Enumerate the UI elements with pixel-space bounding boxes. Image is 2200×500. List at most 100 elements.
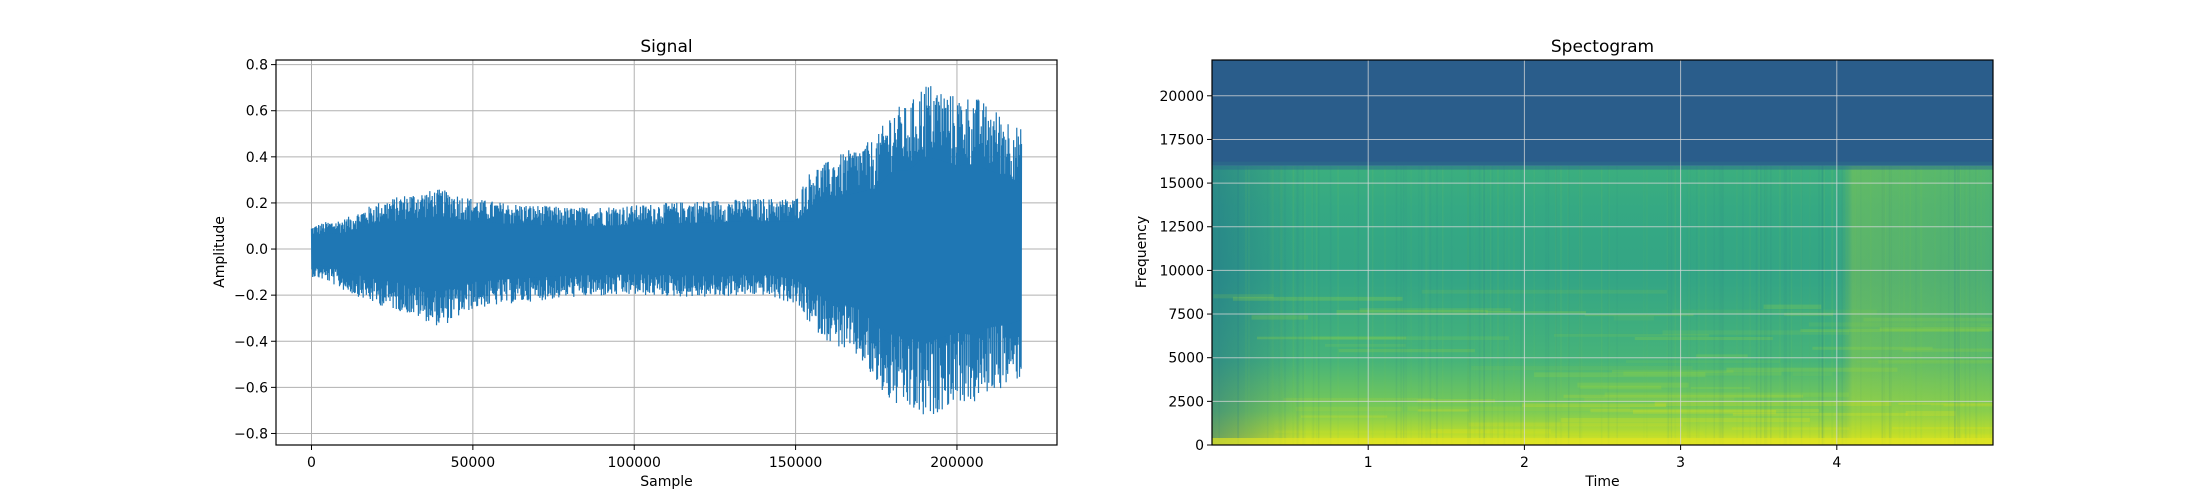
spectrogram-y-tick-label: 10000 bbox=[1159, 263, 1204, 279]
spectrogram-x-axis-label: Time bbox=[1584, 474, 1619, 490]
spectrogram-texture-column bbox=[1720, 165, 1722, 445]
spectrogram-texture-column bbox=[1483, 165, 1485, 445]
signal-y-tick-label: 0.0 bbox=[246, 242, 268, 258]
spectrogram-texture-column bbox=[1821, 165, 1823, 445]
spectrogram-texture-column bbox=[1975, 165, 1977, 445]
spectrogram-texture-column bbox=[1567, 165, 1570, 445]
spectrogram-texture-column bbox=[1245, 165, 1247, 445]
spectrogram-harmonic-streak bbox=[1560, 417, 1811, 422]
spectrogram-harmonic-streak bbox=[1902, 348, 1993, 352]
spectrogram-texture-column bbox=[1469, 165, 1472, 445]
spectrogram-texture-column bbox=[1736, 165, 1738, 445]
spectrogram-texture-column bbox=[1410, 165, 1412, 445]
spectrogram-texture-column bbox=[1478, 165, 1481, 445]
spectrogram-harmonic-streak bbox=[1696, 354, 1748, 358]
signal-x-tick-label: 0 bbox=[307, 455, 316, 471]
spectrogram-harmonic-streak bbox=[1232, 296, 1403, 301]
spectrogram-texture-column bbox=[1508, 165, 1510, 445]
spectrogram-texture-column bbox=[1503, 165, 1505, 445]
spectrogram-y-tick-label: 2500 bbox=[1168, 394, 1204, 410]
spectrogram-texture-column bbox=[1713, 165, 1716, 445]
spectrogram-texture-column bbox=[1889, 165, 1892, 445]
spectrogram-texture-column bbox=[1881, 165, 1883, 445]
spectrogram-texture-column bbox=[1554, 165, 1557, 445]
spectrogram-chart: Spectogram 1 2 3 4 0 2500 5000 7500 10000 12500 1… bbox=[1134, 37, 1994, 490]
spectrogram-chart-title: Spectogram bbox=[1551, 37, 1654, 57]
spectrogram-texture-column bbox=[1559, 165, 1562, 445]
spectrogram-texture-column bbox=[1909, 165, 1912, 445]
spectrogram-texture-column bbox=[1698, 165, 1700, 445]
spectrogram-texture-column bbox=[1441, 165, 1444, 445]
spectrogram-texture-column bbox=[1311, 165, 1314, 445]
spectrogram-harmonic-streak bbox=[1930, 404, 1993, 407]
spectrogram-harmonic-streak bbox=[1905, 410, 1956, 416]
spectrogram-harmonic-streak bbox=[1506, 431, 1704, 436]
spectrogram-harmonic-streak bbox=[1731, 427, 1850, 430]
signal-y-axis-label: Amplitude bbox=[212, 216, 228, 288]
spectrogram-texture-column bbox=[1749, 165, 1751, 445]
spectrogram-harmonic-streak bbox=[1300, 415, 1388, 418]
spectrogram-texture-column bbox=[1915, 165, 1917, 445]
spectrogram-texture-column bbox=[1218, 165, 1220, 445]
spectrogram-texture-column bbox=[1607, 165, 1610, 445]
spectrogram-texture-column bbox=[1579, 165, 1581, 445]
spectrogram-texture-column bbox=[1818, 165, 1820, 445]
spectrogram-texture-column bbox=[1547, 165, 1550, 445]
spectrogram-texture-column bbox=[1939, 165, 1942, 445]
spectrogram-harmonic-streak bbox=[1856, 360, 1993, 363]
spectrogram-texture-column bbox=[1667, 165, 1670, 445]
spectrogram-texture-column bbox=[1758, 165, 1760, 445]
spectrogram-harmonic-streak bbox=[1471, 365, 1693, 371]
spectrogram-texture-column bbox=[1560, 165, 1563, 445]
spectrogram-texture-column bbox=[1580, 165, 1583, 445]
spectrogram-texture-column bbox=[1427, 165, 1429, 445]
spectrogram-texture-column bbox=[1785, 165, 1787, 445]
spectrogram-harmonic-streak bbox=[1763, 304, 1822, 310]
spectrogram-cutoff-edge bbox=[1212, 161, 1993, 170]
spectrogram-texture-column bbox=[1883, 165, 1885, 445]
spectrogram-high-frequency-band bbox=[1212, 60, 1993, 166]
spectrogram-texture-column bbox=[1779, 165, 1781, 445]
spectrogram-texture-column bbox=[1405, 165, 1407, 445]
spectrogram-x-tick-label: 2 bbox=[1520, 455, 1529, 471]
spectrogram-texture-column bbox=[1764, 165, 1766, 445]
spectrogram-texture-column bbox=[1357, 165, 1360, 445]
spectrogram-harmonic-streak bbox=[1625, 360, 1781, 363]
signal-x-axis-label: Sample bbox=[640, 474, 693, 490]
spectrogram-texture-column bbox=[1954, 165, 1956, 445]
spectrogram-texture-column bbox=[1666, 165, 1669, 445]
spectrogram-texture-column bbox=[1600, 165, 1603, 445]
spectrogram-harmonic-streak bbox=[1563, 394, 1804, 398]
spectrogram-texture-column bbox=[1983, 165, 1985, 445]
spectrogram-texture-column bbox=[1964, 165, 1967, 445]
spectrogram-texture-column bbox=[1783, 165, 1786, 445]
spectrogram-harmonic-streak bbox=[1283, 397, 1434, 402]
spectrogram-texture-column bbox=[1965, 165, 1968, 445]
spectrogram-texture-column bbox=[1721, 165, 1724, 445]
spectrogram-texture-column bbox=[1436, 165, 1438, 445]
spectrogram-texture-column bbox=[1302, 165, 1304, 445]
spectrogram-harmonic-streak bbox=[1213, 294, 1274, 299]
spectrogram-texture-column bbox=[1489, 165, 1492, 445]
signal-y-tick-label: 0.2 bbox=[246, 196, 268, 212]
spectrogram-texture-column bbox=[1686, 165, 1689, 445]
spectrogram-texture-column bbox=[1823, 165, 1826, 445]
signal-axes-frame bbox=[275, 59, 1058, 446]
spectrogram-texture-column bbox=[1315, 165, 1318, 445]
spectrogram-texture-column bbox=[1504, 165, 1506, 445]
spectrogram-harmonic-streak bbox=[1336, 309, 1488, 315]
signal-x-ticks: 0 50000 100000 150000 200000 bbox=[307, 445, 984, 471]
spectrogram-texture-column bbox=[1292, 165, 1294, 445]
spectrogram-texture-column bbox=[1280, 165, 1282, 445]
signal-y-ticks: −0.8 −0.6 −0.4 −0.2 0.0 0.2 0.4 0.6 0.8 bbox=[234, 58, 276, 442]
spectrogram-texture-column bbox=[1800, 165, 1803, 445]
spectrogram-texture-column bbox=[1969, 165, 1971, 445]
spectrogram-texture-column bbox=[1722, 165, 1724, 445]
spectrogram-texture-column bbox=[1821, 165, 1823, 445]
spectrogram-texture-column bbox=[1485, 165, 1487, 445]
spectrogram-texture-column bbox=[1881, 165, 1883, 445]
signal-x-tick-label: 150000 bbox=[769, 455, 822, 471]
spectrogram-axes-frame bbox=[1211, 59, 1994, 446]
spectrogram-texture-column bbox=[1705, 165, 1707, 445]
spectrogram-harmonic-streak bbox=[1800, 329, 1990, 332]
